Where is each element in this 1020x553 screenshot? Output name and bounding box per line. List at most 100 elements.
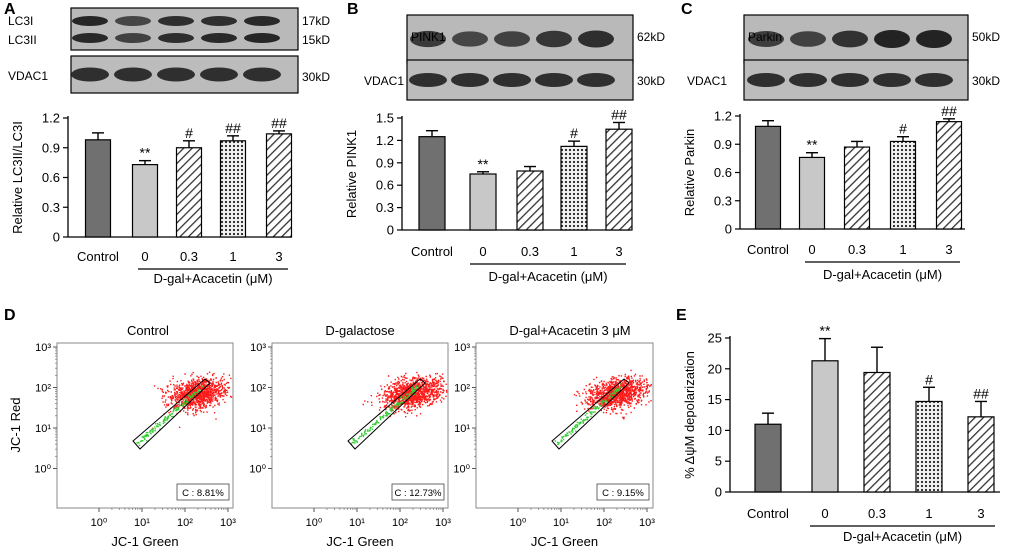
blot-A-size-loading: 30kD bbox=[302, 70, 330, 84]
group-label: D-gal+Acacetin (μM) bbox=[823, 267, 942, 282]
blot-A-label-lc3i: LC3I bbox=[8, 14, 33, 28]
blot-B-band bbox=[578, 30, 614, 48]
blot-C-band bbox=[916, 30, 952, 48]
flow-x-tick-label: 10⁰ bbox=[91, 517, 108, 529]
bar-chart-B: 0 0.3 0.6 0.9 1.2 1.5 Relative PINK1 Control ** 0… bbox=[344, 106, 633, 284]
group-label: D-gal+Acacetin (μM) bbox=[153, 271, 272, 286]
flow-plot-title: D-gal+Acacetin 3 μM bbox=[509, 323, 630, 338]
y-axis-label: Relative Parkin bbox=[682, 129, 697, 216]
flow-plot-2: D-galactose 10⁰ 10⁰ 10¹ 10¹ 10² 10² 10³ 10³ C : 1… bbox=[249, 323, 451, 549]
flow-gate-stat: C : 12.73% bbox=[395, 488, 443, 499]
flow-y-tick-label: 10² bbox=[454, 383, 470, 395]
flow-y-tick-label: 10³ bbox=[250, 342, 266, 354]
blot-A-label-loading: VDAC1 bbox=[8, 69, 48, 83]
category-label-3: 0.3 bbox=[521, 244, 539, 259]
panel-letter-E: E bbox=[676, 307, 687, 324]
flow-y-tick-label: 10⁰ bbox=[453, 464, 470, 476]
flow-gate-stat-box bbox=[176, 483, 230, 501]
blot-B-loading-band bbox=[409, 73, 447, 87]
significance-mark-2: ** bbox=[478, 156, 489, 172]
y-tick-label: 0 bbox=[725, 222, 732, 237]
y-tick-label: 0 bbox=[53, 230, 60, 245]
flow-y-tick-label: 10³ bbox=[454, 342, 470, 354]
blot-C-loading-band bbox=[831, 73, 869, 87]
bar-2 bbox=[131, 164, 159, 238]
y-tick-label: 0 bbox=[387, 223, 394, 238]
y-axis-label: Relative PINK1 bbox=[344, 130, 359, 218]
blot-A-band bbox=[158, 16, 194, 26]
significance-mark-5: ## bbox=[611, 106, 627, 122]
bar-5 bbox=[265, 133, 293, 238]
bar-4 bbox=[219, 140, 247, 238]
flow-y-axis-label: JC-1 Red bbox=[8, 398, 23, 453]
flow-x-tick-label: 10¹ bbox=[134, 517, 150, 529]
flow-plot-frame bbox=[271, 342, 449, 509]
panel-letter-C: C bbox=[681, 1, 693, 18]
category-label-5: 3 bbox=[945, 242, 952, 257]
blot-A-band bbox=[201, 33, 237, 43]
blot-C-loading-band bbox=[915, 73, 953, 87]
blot-C-loading-band bbox=[873, 73, 911, 87]
flow-x-tick-label: 10² bbox=[596, 517, 612, 529]
blot-B-loading-band bbox=[577, 73, 615, 87]
significance-mark-2: ** bbox=[140, 145, 151, 161]
blot-A-band bbox=[115, 16, 151, 26]
flow-gate-polygon bbox=[132, 378, 211, 450]
flow-event-cloud bbox=[152, 371, 233, 429]
bar-2 bbox=[469, 173, 497, 231]
significance-mark-5: ## bbox=[941, 103, 957, 119]
y-tick-label: 10 bbox=[708, 423, 722, 438]
y-tick-label: 1.2 bbox=[376, 133, 394, 148]
blot-B-label-target: PINK1 bbox=[411, 30, 446, 44]
category-label-1: Control bbox=[747, 242, 789, 257]
panel-letter-A: A bbox=[4, 1, 16, 18]
blot-A-band bbox=[72, 33, 108, 43]
category-label-2: 0 bbox=[479, 244, 486, 259]
blot-A-top-membrane bbox=[70, 7, 299, 51]
blot-A-band bbox=[244, 33, 280, 43]
significance-mark-2: ** bbox=[807, 137, 818, 153]
bar-charts: 0 0.3 0.6 0.9 1.2 Relative LC3II/LC3I Control *… bbox=[10, 103, 1000, 544]
blot-B-band bbox=[410, 30, 446, 48]
flow-x-tick-label: 10¹ bbox=[553, 517, 569, 529]
blot-C-band bbox=[790, 31, 826, 47]
category-label-4: 1 bbox=[570, 244, 577, 259]
bar-1 bbox=[754, 423, 782, 493]
category-label-4: 1 bbox=[899, 242, 906, 257]
significance-mark-3: # bbox=[185, 125, 193, 141]
flow-x-tick-label: 10³ bbox=[435, 517, 451, 529]
blot-A-loading-band bbox=[71, 67, 109, 82]
western-blots: LC3I LC3II VDAC1 17kD 15kD 30kD PINK1 VDAC1 62kD… bbox=[8, 7, 1000, 101]
bar-4 bbox=[889, 140, 917, 230]
significance-mark-2: ** bbox=[820, 323, 831, 339]
blot-C-band bbox=[874, 30, 910, 48]
y-tick-label: 0.6 bbox=[376, 178, 394, 193]
bar-5 bbox=[967, 416, 995, 493]
flow-y-tick-label: 10² bbox=[35, 383, 51, 395]
flow-gate-stat: C : 9.15% bbox=[602, 488, 644, 499]
category-label-1: Control bbox=[747, 506, 789, 521]
y-tick-label: 0.9 bbox=[42, 140, 60, 155]
y-tick-label: 1.2 bbox=[714, 109, 732, 124]
flow-y-tick-label: 10¹ bbox=[35, 423, 51, 435]
category-label-1: Control bbox=[77, 249, 119, 264]
flow-cytometry-plots: Control 10⁰ 10⁰ 10¹ 10¹ 10² 10² 10³ 10³ C : 8.81%… bbox=[8, 323, 655, 549]
bar-1 bbox=[84, 139, 112, 238]
significance-mark-4: # bbox=[570, 125, 578, 141]
y-tick-label: 0.3 bbox=[42, 200, 60, 215]
flow-event-cloud bbox=[362, 371, 448, 418]
category-label-1: Control bbox=[411, 244, 453, 259]
significance-mark-5: ## bbox=[271, 115, 287, 131]
significance-mark-4: # bbox=[899, 121, 907, 137]
flow-x-axis-label: JC-1 Green bbox=[326, 534, 393, 549]
bar-chart-A: 0 0.3 0.6 0.9 1.2 Relative LC3II/LC3I Control *… bbox=[10, 111, 293, 286]
y-tick-label: 0 bbox=[715, 485, 722, 500]
blot-A-label-lc3ii: LC3II bbox=[8, 33, 37, 47]
y-tick-label: 15 bbox=[708, 392, 722, 407]
bar-1 bbox=[418, 136, 446, 231]
bar-5 bbox=[935, 121, 963, 230]
flow-x-tick-label: 10³ bbox=[639, 517, 655, 529]
bar-2 bbox=[798, 156, 826, 230]
bar-3 bbox=[863, 371, 891, 493]
y-tick-label: 0.3 bbox=[376, 200, 394, 215]
